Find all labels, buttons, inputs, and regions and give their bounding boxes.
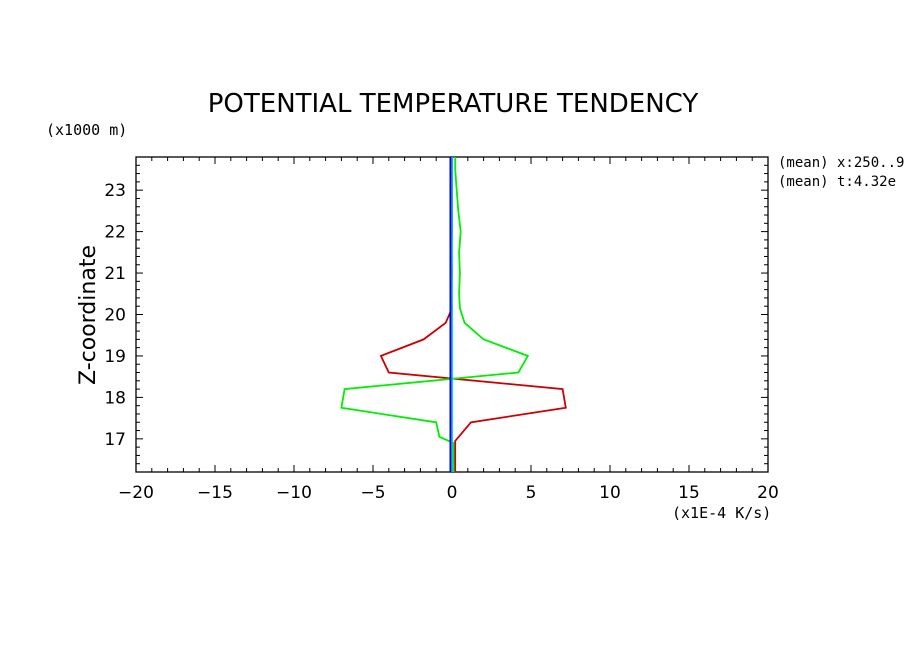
plot-area: −20 −15 −10 −5 0 5 10 15 20 17 18 19 20 21 22 23 bbox=[104, 156, 779, 503]
y-tick-label: 18 bbox=[104, 388, 126, 408]
y-tick-label: 17 bbox=[104, 430, 126, 450]
series-line-2 bbox=[340, 157, 530, 472]
y-tick-label: 21 bbox=[104, 264, 126, 284]
x-tick-label: −15 bbox=[197, 483, 233, 503]
x-tick-label: 15 bbox=[678, 483, 700, 503]
x-unit-label: (x1E-4 K/s) bbox=[672, 504, 771, 522]
series-line-1 bbox=[379, 157, 567, 472]
x-tick-label: 5 bbox=[526, 483, 537, 503]
x-tick-label: 0 bbox=[447, 483, 458, 503]
x-tick-label: −10 bbox=[276, 483, 312, 503]
y-tick-label: 23 bbox=[104, 181, 126, 201]
annotation-x-mean: (mean) x:250..9 bbox=[778, 155, 904, 171]
y-unit-label: (x1000 m) bbox=[46, 121, 127, 139]
y-tick-label: 22 bbox=[104, 223, 126, 243]
x-tick-label: 20 bbox=[757, 483, 779, 503]
x-tick-label: −20 bbox=[118, 483, 154, 503]
annotation-t-mean: (mean) t:4.32e bbox=[778, 174, 896, 190]
x-tick-label: −5 bbox=[360, 483, 385, 503]
y-tick-label: 19 bbox=[104, 347, 126, 367]
x-tick-label: 10 bbox=[599, 483, 621, 503]
y-tick-label: 20 bbox=[104, 306, 126, 326]
chart-title: POTENTIAL TEMPERATURE TENDENCY bbox=[208, 89, 699, 119]
y-axis-label: Z-coordinate bbox=[76, 245, 101, 385]
